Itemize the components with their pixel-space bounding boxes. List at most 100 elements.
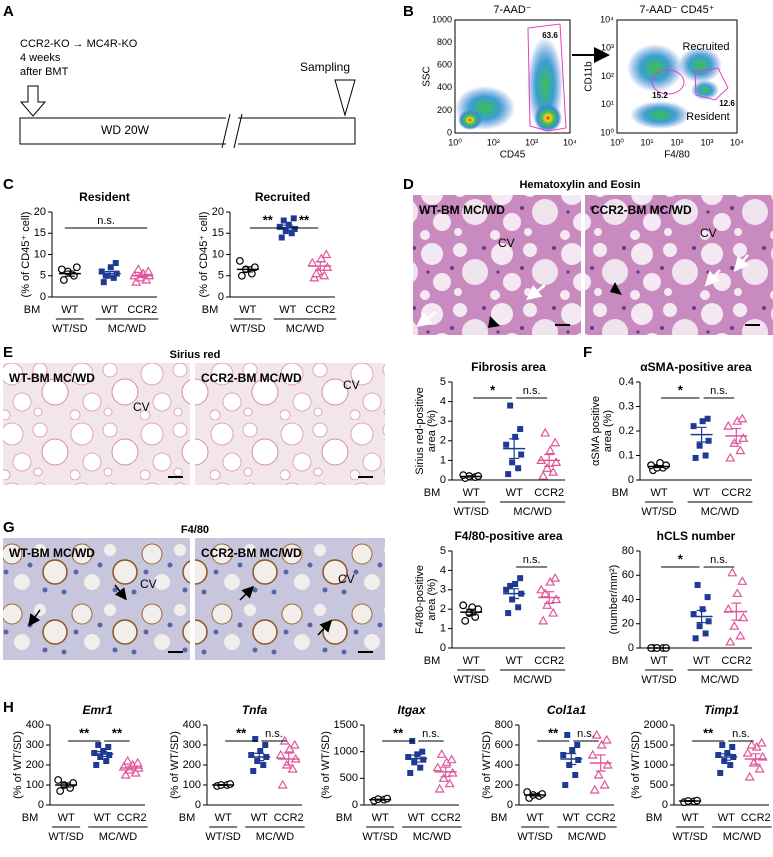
histology-image: [413, 195, 581, 335]
x-tick-label: WT: [506, 487, 523, 499]
data-point: [574, 742, 581, 748]
significance-label: n.s.: [523, 554, 541, 566]
data-point: [507, 402, 514, 409]
y-tick-label: 2: [440, 435, 446, 447]
image-label: WT-BM MC/WD: [419, 203, 505, 217]
arrow: [733, 254, 750, 272]
data-point: [702, 630, 709, 637]
data-point: [509, 459, 516, 466]
image-label: CCR2-BM MC/WD: [201, 371, 302, 385]
flow-x-tick: 10¹: [640, 137, 653, 147]
error-bar: [731, 427, 742, 444]
x-tick-label: CCR2: [431, 812, 461, 824]
y-tick-label: 600: [495, 739, 513, 751]
data-point: [262, 742, 269, 748]
error-bar: [696, 609, 707, 624]
significance-label: n.s.: [710, 554, 728, 566]
data-point: [459, 471, 468, 480]
y-tick-label: 20: [212, 206, 224, 218]
data-point: [721, 758, 728, 764]
x-tick-label: CCR2: [534, 655, 564, 667]
data-point: [542, 463, 553, 472]
data-point: [725, 452, 736, 462]
data-point: [729, 620, 740, 630]
data-point: [106, 752, 113, 758]
image-label: CCR2-BM MC/WD: [591, 203, 692, 217]
error-bar: [283, 752, 294, 766]
data-point: [536, 584, 547, 594]
error-bar: [530, 793, 541, 797]
x-tick-label: CCR2: [127, 304, 157, 316]
timeline-bar: [19, 117, 356, 145]
data-point: [729, 744, 736, 750]
data-point: [512, 580, 519, 587]
data-point: [715, 752, 722, 758]
flow-x-tick: 10⁰: [610, 137, 624, 147]
data-point: [705, 437, 712, 444]
row-label: BM: [24, 304, 41, 316]
break-line: [221, 113, 231, 149]
y-tick-label: 0: [662, 799, 668, 811]
significance-label: n.s.: [97, 215, 115, 227]
data-point: [738, 433, 749, 442]
chart-title: Recruited: [255, 190, 310, 204]
row-label: BM: [424, 487, 441, 499]
flow-cloud: [630, 101, 690, 129]
chart-title: Col1a1: [547, 703, 587, 717]
x-tick-label: WT: [58, 812, 75, 824]
y-axis-label: (% of WT/SD): [320, 731, 332, 799]
group-label: MC/WD: [701, 506, 740, 518]
data-point: [282, 228, 289, 235]
data-point: [705, 618, 712, 625]
error-bar: [595, 754, 606, 772]
row-label: BM: [22, 812, 39, 824]
data-point: [107, 264, 114, 271]
x-tick-label: WT: [563, 812, 580, 824]
data-point: [432, 762, 443, 772]
data-point: [746, 739, 757, 749]
image-arrows: [416, 254, 750, 327]
data-point: [278, 234, 285, 241]
data-point: [550, 572, 561, 582]
group-label: MC/WD: [723, 831, 762, 843]
row-label: BM: [612, 487, 629, 499]
chart-title: Timp1: [704, 703, 739, 717]
y-tick-label: 400: [183, 719, 201, 731]
data-point: [575, 757, 582, 763]
data-point: [103, 758, 110, 764]
error-bar: [544, 591, 555, 604]
y-tick-label: 0: [40, 291, 46, 303]
flow-x-tick: 10⁰: [448, 137, 462, 147]
flow-x-tick: 10³: [525, 137, 538, 147]
error-bar: [721, 753, 732, 761]
flow-x-label: F4/80: [664, 150, 690, 161]
error-bar: [97, 751, 108, 757]
y-tick-label: 2000: [644, 719, 668, 731]
image-annotation: CV: [140, 577, 157, 591]
error-bar: [654, 464, 665, 469]
error-bar: [282, 224, 293, 231]
flow-x-tick: 10²: [670, 137, 683, 147]
y-tick-label: 200: [183, 759, 201, 771]
data-point: [550, 437, 561, 447]
error-bar: [509, 588, 520, 600]
y-tick-label: 20: [622, 618, 634, 630]
y-tick-label: 400: [26, 719, 44, 731]
histology-image: [3, 538, 190, 660]
data-point: [696, 623, 703, 630]
panel-title: Hematoxylin and Eosin: [519, 179, 640, 191]
y-tick-label: 400: [495, 759, 513, 771]
row-label: BM: [646, 812, 663, 824]
arrow: [114, 584, 127, 601]
chart-title: Itgax: [397, 703, 426, 717]
error-bar: [731, 602, 742, 621]
x-tick-label: WT: [693, 655, 710, 667]
panel-letter: D: [403, 176, 414, 193]
y-tick-label: 0: [507, 799, 513, 811]
data-point: [280, 217, 287, 224]
y-axis-label: area (%): [426, 578, 438, 620]
error-bar: [242, 266, 253, 273]
x-tick-label: WT: [463, 487, 480, 499]
significance-label: **: [548, 725, 559, 740]
x-tick-label: WT: [506, 655, 523, 667]
